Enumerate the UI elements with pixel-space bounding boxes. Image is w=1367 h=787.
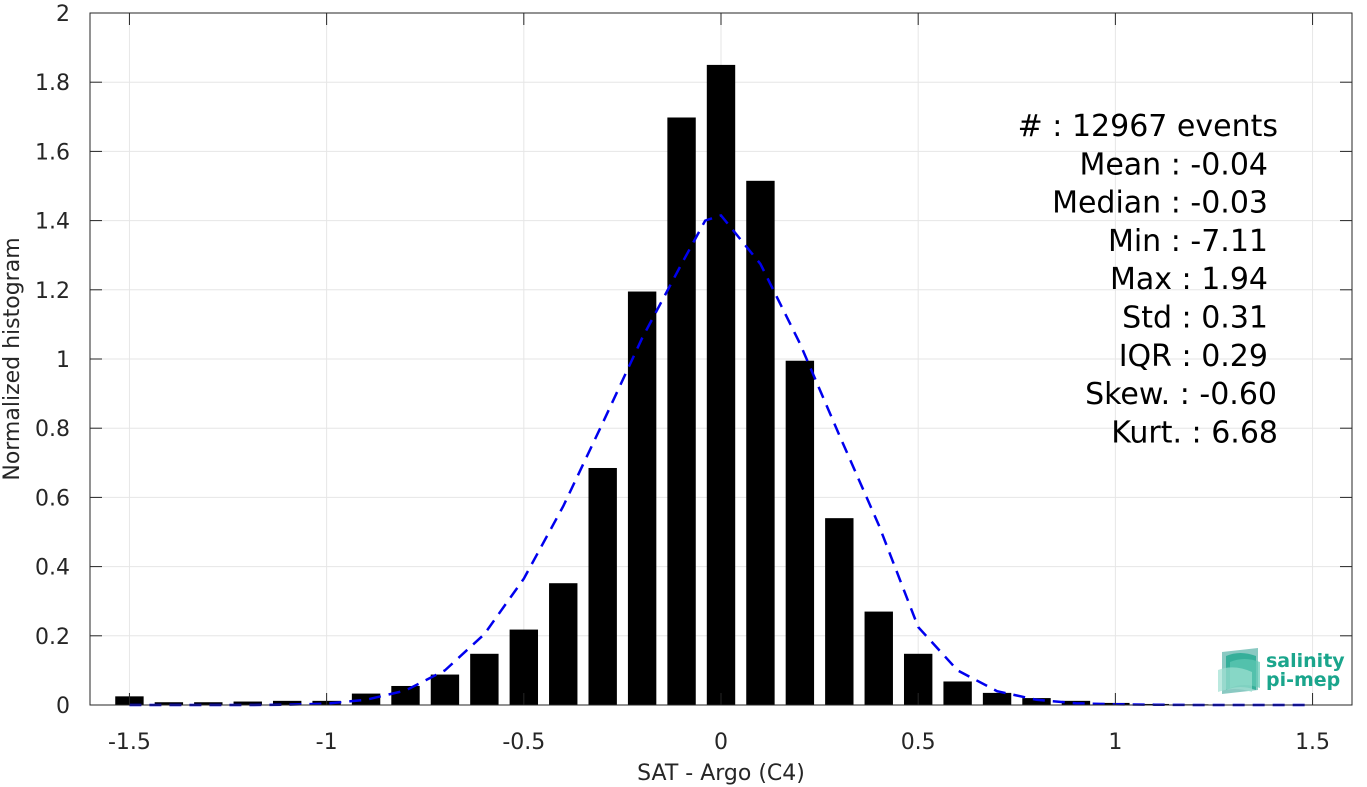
- histogram-bar: [825, 518, 854, 705]
- histogram-bar: [233, 701, 262, 705]
- histogram-bar: [430, 674, 460, 705]
- x-tick-label: -0.5: [502, 730, 545, 755]
- salinity-pi-mep-logo: salinity pi-mep: [1218, 648, 1345, 694]
- y-tick-label: 0: [56, 694, 70, 719]
- fit-curve: [129, 213, 1313, 707]
- y-tick-label: 0.2: [35, 625, 70, 650]
- histogram-bar: [785, 360, 815, 705]
- histogram-bar: [391, 685, 420, 705]
- x-tick-label: 0.5: [901, 730, 936, 755]
- stat-line: Skew. : -0.60: [1085, 377, 1277, 412]
- stat-line: IQR : 0.29: [1119, 339, 1268, 374]
- x-tick-label: -1.5: [108, 730, 151, 755]
- y-tick-label: 0.6: [35, 486, 70, 511]
- histogram-bar: [864, 611, 893, 705]
- y-tick-label: 1.8: [35, 71, 70, 96]
- logo-line1: salinity: [1266, 650, 1345, 672]
- stat-line: Median : -0.03: [1052, 186, 1268, 221]
- histogram-bar: [588, 467, 617, 705]
- histogram-bar: [470, 653, 499, 705]
- y-tick-label: 1: [56, 348, 70, 373]
- y-tick-label: 1.2: [35, 279, 70, 304]
- y-tick-label: 2: [56, 2, 70, 27]
- stat-line: Mean : -0.04: [1079, 147, 1268, 182]
- histogram-bar: [667, 117, 696, 705]
- logo-line2: pi-mep: [1266, 669, 1340, 691]
- x-tick-label: 1: [1108, 730, 1122, 755]
- stat-line: Kurt. : 6.68: [1111, 415, 1278, 450]
- histogram-bar: [154, 702, 184, 705]
- salinity-wave-icon: [1218, 648, 1260, 694]
- y-tick-label: 1.4: [35, 210, 70, 235]
- histogram-bar: [1022, 698, 1051, 705]
- y-tick-label: 1.6: [35, 140, 70, 165]
- x-axis-label: SAT - Argo (C4): [637, 761, 805, 786]
- stat-line: Max : 1.94: [1110, 262, 1268, 297]
- stat-line: Std : 0.31: [1122, 301, 1268, 336]
- x-tick-labels: -1.5 -1 -0.5 0 0.5 1 1.5: [108, 730, 1330, 755]
- stat-line: Min : -7.11: [1108, 224, 1268, 259]
- x-tick-label: 0: [714, 730, 728, 755]
- y-tick-label: 0.4: [35, 556, 70, 581]
- histogram-bar: [746, 180, 775, 705]
- histogram-bar: [272, 700, 302, 705]
- fit-curve-layer: [129, 213, 1313, 707]
- histogram-bar: [549, 583, 578, 705]
- histogram-bar: [351, 693, 381, 705]
- histogram-bar: [627, 291, 657, 705]
- ticks: [90, 12, 1352, 706]
- histogram-bar: [706, 64, 736, 705]
- histogram-bar: [509, 629, 539, 705]
- x-tick-label: -1: [316, 730, 338, 755]
- y-tick-labels: 0 0.2 0.4 0.6 0.8 1 1.2 1.4 1.6 1.8 2: [35, 2, 70, 719]
- histogram-bar: [194, 702, 223, 705]
- y-axis-label: Normalized histogram: [0, 237, 25, 480]
- x-tick-label: 1.5: [1295, 730, 1330, 755]
- histogram-bar: [943, 681, 972, 705]
- stat-line: # : 12967 events: [1018, 109, 1278, 144]
- y-tick-label: 0.8: [35, 417, 70, 442]
- bars: [115, 64, 1327, 705]
- histogram-bar: [982, 692, 1012, 705]
